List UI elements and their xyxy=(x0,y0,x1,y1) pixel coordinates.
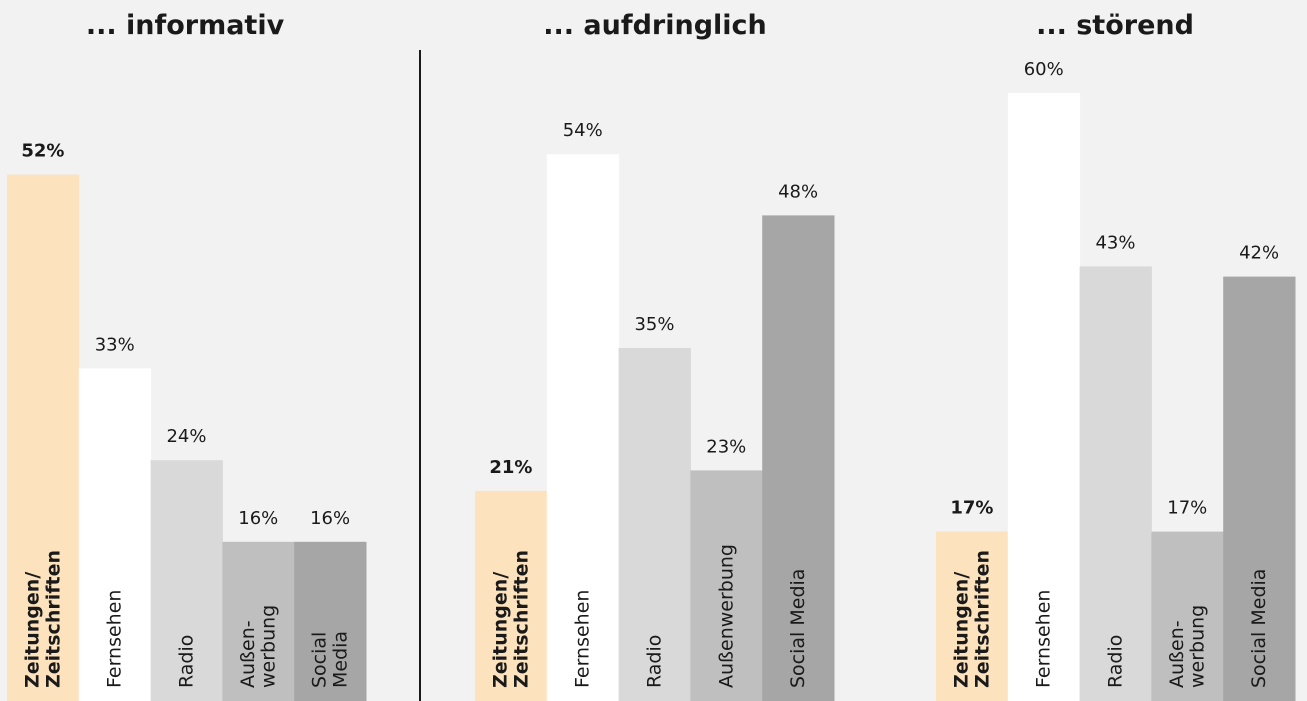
value-label: 33% xyxy=(95,334,135,355)
bar xyxy=(690,470,763,701)
chart-title: ... aufdringlich xyxy=(543,10,767,41)
category-label: Außen-werbung xyxy=(237,605,280,688)
bar xyxy=(762,215,835,701)
category-label: Radio xyxy=(644,635,666,688)
category-label: SocialMedia xyxy=(309,631,352,688)
value-label: 60% xyxy=(1024,59,1064,80)
value-label: 17% xyxy=(950,498,993,519)
bar xyxy=(936,531,1009,701)
value-label: 23% xyxy=(706,436,746,457)
value-label: 48% xyxy=(778,181,818,202)
bar xyxy=(546,154,620,701)
value-label: 16% xyxy=(310,508,350,529)
value-label: 16% xyxy=(238,508,278,529)
category-label: Social Media xyxy=(787,569,809,688)
bar xyxy=(222,541,295,701)
category-label: Außen-werbung xyxy=(1166,605,1209,688)
category-label: Zeitungen/Zeitschriften xyxy=(21,550,64,688)
bar xyxy=(150,460,223,701)
bar xyxy=(1007,93,1081,701)
value-label: 17% xyxy=(1167,498,1207,519)
category-label: Zeitungen/Zeitschriften xyxy=(489,550,532,688)
bar xyxy=(475,490,548,701)
bar xyxy=(294,541,367,701)
category-label: Social Media xyxy=(1248,569,1270,688)
value-label: 43% xyxy=(1095,232,1135,253)
bar xyxy=(7,174,80,701)
bar xyxy=(1079,266,1152,701)
category-label: Zeitungen/Zeitschriften xyxy=(950,550,993,688)
bar xyxy=(618,348,691,701)
category-label: Fernsehen xyxy=(572,590,594,688)
bar xyxy=(1151,531,1224,701)
value-label: 21% xyxy=(489,457,532,478)
value-label: 24% xyxy=(166,426,206,447)
value-label: 35% xyxy=(634,314,674,335)
category-label: Fernsehen xyxy=(1033,590,1055,688)
category-label: Radio xyxy=(176,635,198,688)
category-label: Radio xyxy=(1105,635,1127,688)
bar xyxy=(78,368,152,701)
value-label: 54% xyxy=(563,120,603,141)
chart-title: ... störend xyxy=(1036,10,1194,41)
chart-title: ... informativ xyxy=(86,10,285,41)
value-label: 52% xyxy=(21,141,64,162)
value-label: 42% xyxy=(1239,243,1279,264)
category-label: Fernsehen xyxy=(104,590,126,688)
category-label: Außenwerbung xyxy=(715,544,737,688)
bar xyxy=(1223,276,1296,701)
